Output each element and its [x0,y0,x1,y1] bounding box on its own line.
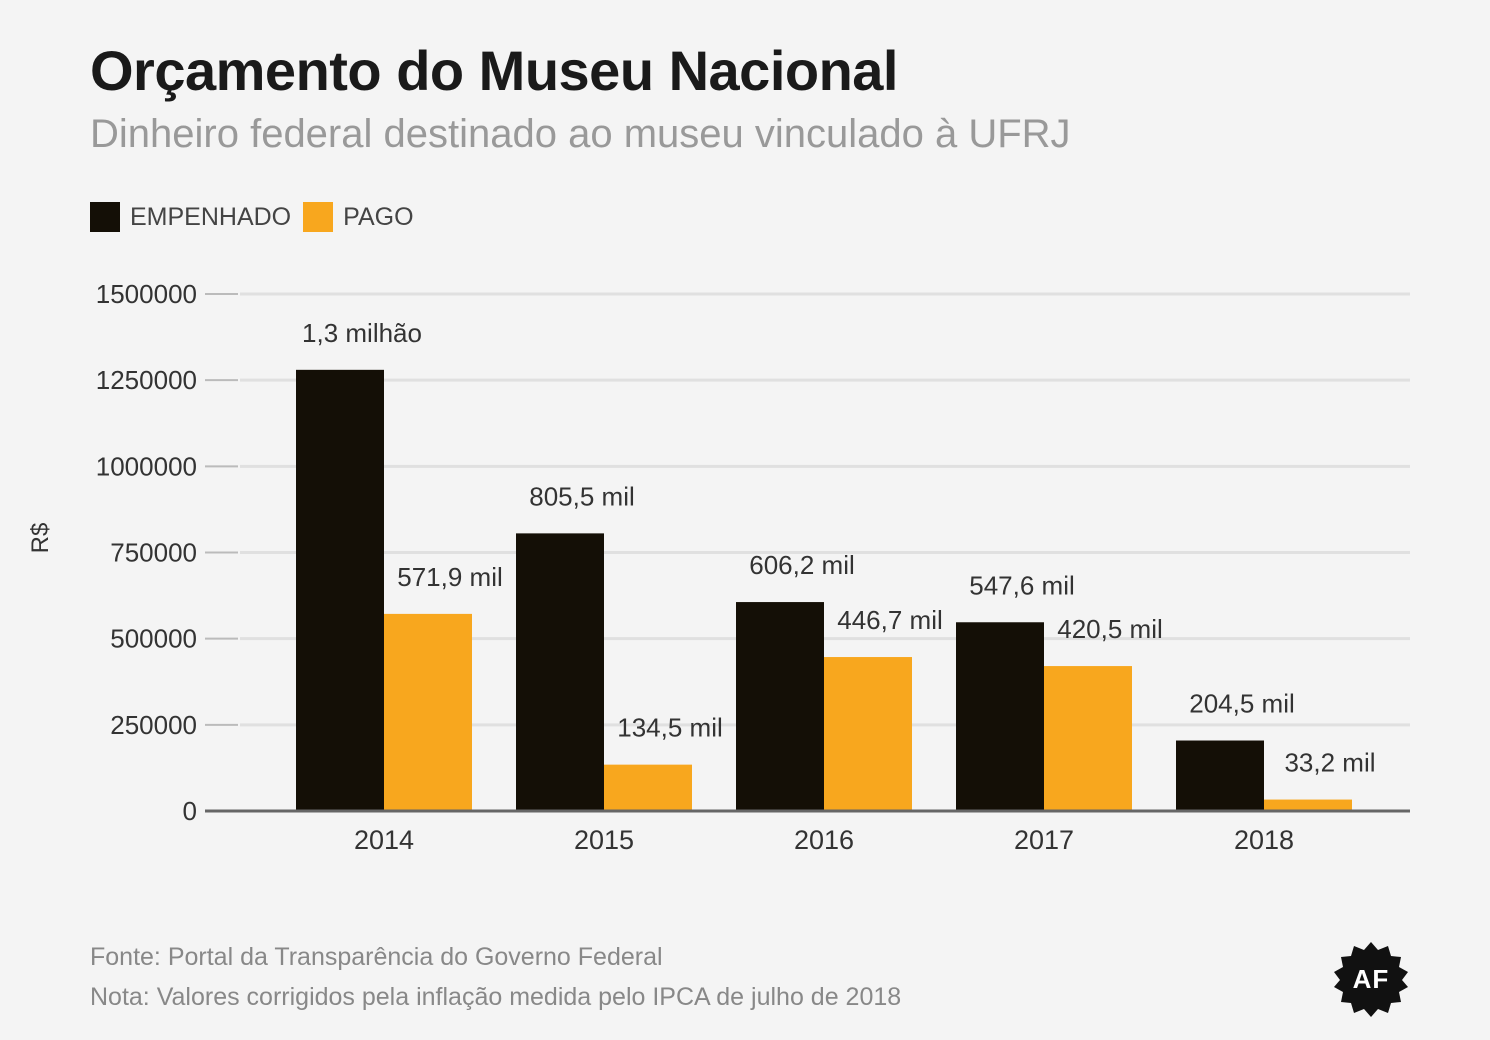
y-tick-label: 500000 [110,624,197,654]
af-logo-text: AF [1352,963,1390,994]
bar-pago-2016 [824,657,912,811]
data-label: 571,9 mil [397,562,503,592]
legend-item-pago: PAGO [303,202,414,232]
chart-subtitle: Dinheiro federal destinado ao museu vinc… [90,112,1071,156]
x-tick-label: 2014 [354,825,414,855]
data-label: 204,5 mil [1189,689,1295,719]
inflation-note: Nota: Valores corrigidos pela inflação m… [90,983,902,1011]
bar-pago-2014 [384,613,472,811]
y-tick-label: 1500000 [96,279,197,309]
x-tick-label: 2018 [1234,825,1294,855]
legend-swatch-empenhado [90,202,120,232]
y-tick-label: 250000 [110,710,197,740]
data-label: 606,2 mil [749,550,855,580]
legend-item-empenhado: EMPENHADO [90,202,291,232]
chart-title: Orçamento do Museu Nacional [90,39,899,102]
source-note: Fonte: Portal da Transparência do Govern… [90,943,663,971]
data-label: 134,5 mil [617,713,723,743]
data-label: 446,7 mil [837,605,943,635]
legend: EMPENHADO PAGO [90,202,426,232]
af-badge-icon [1334,942,1408,1017]
bar-pago-2018 [1264,799,1352,811]
x-tick-label: 2016 [794,825,854,855]
bar-empenhado-2015 [516,533,604,811]
bar-empenhado-2016 [736,602,824,811]
bar-empenhado-2014 [296,369,384,811]
bar-empenhado-2017 [956,622,1044,811]
legend-label-pago: PAGO [343,202,414,231]
legend-swatch-pago [303,202,334,232]
bar-empenhado-2018 [1176,740,1264,811]
bar-pago-2015 [604,764,692,811]
y-tick-label: 1000000 [96,451,197,481]
legend-label-empenhado: EMPENHADO [130,202,292,231]
af-logo: AF [1332,940,1410,1018]
data-label: 33,2 mil [1284,748,1375,778]
y-tick-label: 1250000 [96,365,197,395]
bar-pago-2017 [1044,666,1132,811]
x-tick-label: 2015 [574,825,634,855]
data-label: 1,3 milhão [302,318,422,348]
y-tick-label: 750000 [110,538,197,568]
x-tick-label: 2017 [1014,825,1074,855]
data-label: 547,6 mil [969,570,1075,600]
data-label: 805,5 mil [529,481,635,511]
y-tick-label: 0 [183,796,197,826]
data-label: 420,5 mil [1057,614,1163,644]
y-axis-label: R$ [27,523,54,554]
